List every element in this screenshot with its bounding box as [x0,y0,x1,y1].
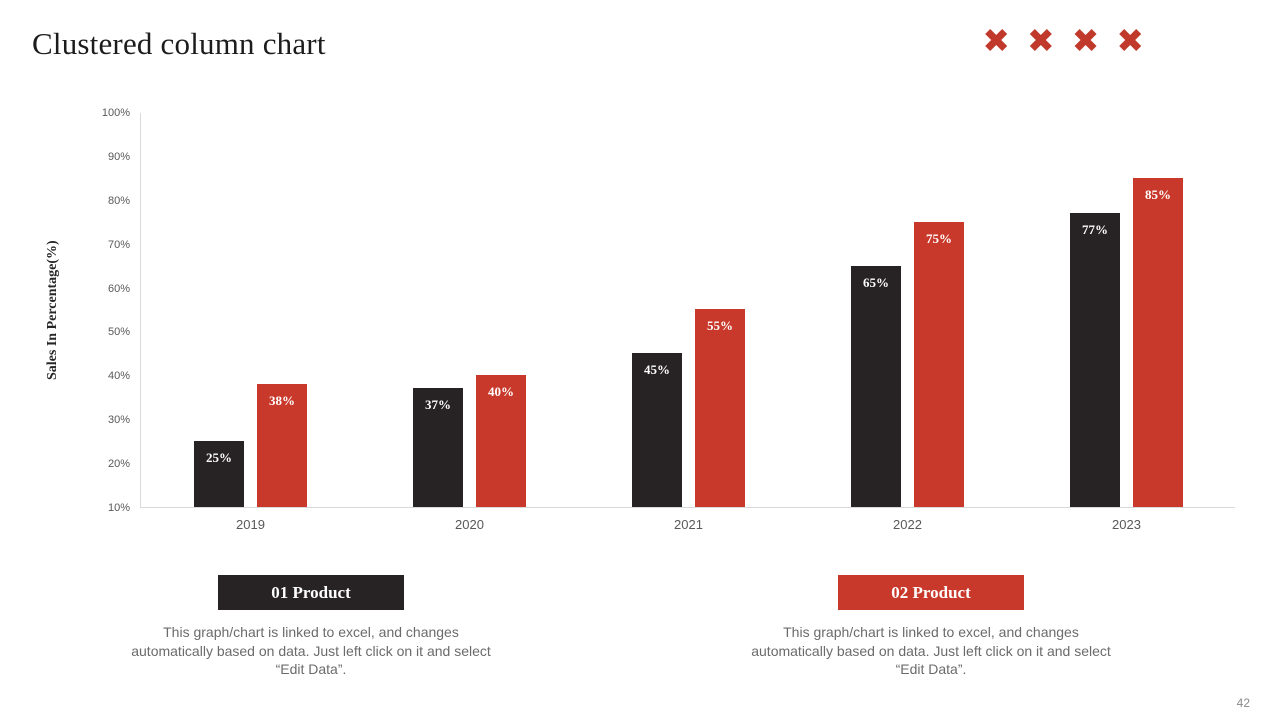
x-mark-icon: ✖ [1116,21,1144,60]
x-mark-icon: ✖ [1027,21,1055,60]
y-tick-label: 10% [107,502,130,514]
decor-x-mark-row: ✖ ✖ ✖ ✖ [982,22,1144,60]
x-axis-category-label: 2020 [455,517,484,532]
bar-02-product-2019: 38% [257,384,307,507]
bar-value-label: 45% [644,362,670,377]
bar-02-product-2021: 55% [695,309,745,507]
clustered-column-chart[interactable]: Sales In Percentage(%) 100% 90% 80% 70% 60% 5… [0,0,1280,560]
x-axis-category-label: 2021 [674,517,703,532]
page-title: Clustered column chart [32,26,326,61]
product-1-button[interactable]: 01 Product [218,575,404,610]
bar-value-label: 38% [269,393,295,408]
y-axis-title: Sales In Percentage(%) [45,240,60,381]
bar-01-product-2022: 65% [851,266,901,507]
bar-value-label: 25% [206,450,232,465]
bar-value-label: 55% [707,318,733,333]
bar-value-label: 40% [488,384,514,399]
bar-01-product-2020: 37% [413,388,463,507]
y-tick-label: 50% [107,326,130,339]
legend-block-product-1: 01 Product This graph/chart is linked to… [121,575,501,679]
y-tick-label: 60% [107,282,130,295]
bar-01-product-2023: 77% [1070,213,1120,507]
product-1-description: This graph/chart is linked to excel, and… [131,624,491,677]
bar-01-product-2019: 25% [194,441,244,507]
x-mark-icon: ✖ [982,21,1011,60]
bar-02-product-2020: 40% [476,375,526,507]
product-2-description: This graph/chart is linked to excel, and… [751,624,1111,677]
bar-value-label: 37% [425,397,451,412]
plot-area: 25% 38% 2019 37% 40% 2020 45% 55% 2021 65% 75% 2022… [140,113,1235,532]
y-tick-label: 100% [101,107,130,119]
x-axis-category-label: 2022 [893,517,922,532]
product-2-button[interactable]: 02 Product [838,575,1024,610]
y-tick-label: 70% [107,238,130,251]
x-axis-category-label: 2019 [236,517,265,532]
bar-02-product-2022: 75% [914,222,964,507]
page-number: 42 [1236,696,1250,710]
bar-02-product-2023: 85% [1133,178,1183,507]
bar-01-product-2021: 45% [632,353,682,507]
bar-value-label: 75% [926,231,952,246]
y-tick-label: 20% [107,458,130,471]
legend-block-product-2: 02 Product This graph/chart is linked to… [741,575,1121,679]
bar-value-label: 85% [1145,187,1171,202]
bar-value-label: 77% [1082,222,1108,237]
y-axis-tick-labels: 100% 90% 80% 70% 60% 50% 40% 30% 20% 10% [70,107,130,514]
x-mark-icon: ✖ [1071,21,1100,60]
y-tick-label: 30% [107,414,130,427]
bar-value-label: 65% [863,275,889,290]
y-tick-label: 90% [107,150,130,163]
x-axis-category-label: 2023 [1112,517,1141,532]
y-tick-label: 40% [107,370,130,383]
y-tick-label: 80% [107,194,130,207]
